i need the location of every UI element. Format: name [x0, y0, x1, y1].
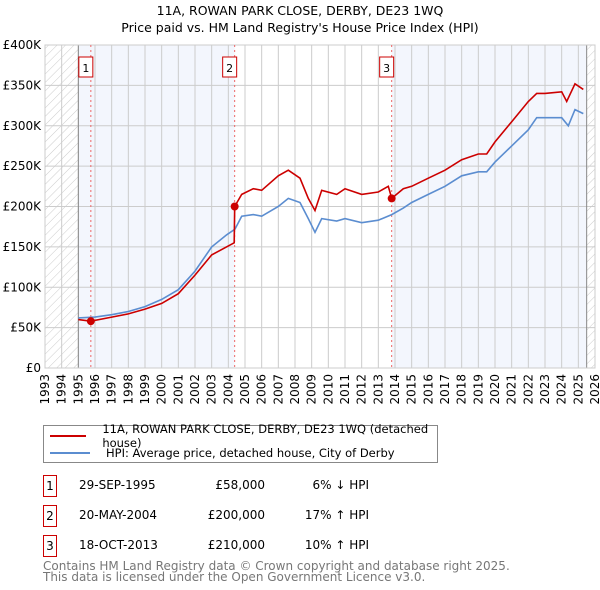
x-tick-label: 2010 [321, 374, 335, 405]
sale-date: 18-OCT-2013 [79, 538, 158, 552]
price-chart: 11A, ROWAN PARK CLOSE, DERBY, DE23 1WQ P… [3, 3, 600, 405]
x-tick-label: 2006 [255, 374, 269, 405]
x-tick-label: 2018 [455, 374, 469, 405]
legend-item-hpi: HPI: Average price, detached house, City… [50, 445, 395, 461]
hpi-line [78, 108, 584, 319]
sale-badge: 2 [43, 505, 57, 527]
y-tick-label: £250K [3, 159, 43, 173]
sale-point [387, 194, 396, 203]
legend-swatch-blue [50, 452, 90, 454]
plot-border [44, 44, 596, 369]
y-tick-label: £100K [3, 280, 43, 294]
chart-title: 11A, ROWAN PARK CLOSE, DERBY, DE23 1WQ [157, 3, 444, 18]
x-tick-label: 2022 [521, 374, 535, 405]
x-tick-label: 1995 [71, 374, 85, 405]
sale-date: 20-MAY-2004 [79, 508, 158, 522]
x-tick-label: 1993 [38, 374, 52, 405]
y-tick-label: £300K [3, 119, 43, 133]
x-tick-label: 2016 [421, 374, 435, 405]
x-tick-label: 2013 [371, 374, 385, 405]
sale-price: £58,000 [215, 478, 265, 492]
x-tick-label: 2000 [155, 374, 169, 405]
y-tick-label: £200K [3, 200, 43, 214]
sale-point [86, 317, 95, 326]
y-tick-label: £400K [3, 38, 43, 52]
x-tick-label: 2026 [588, 374, 600, 405]
footer-licence: This data is licensed under the Open Gov… [43, 570, 426, 584]
y-tick-label: £50K [10, 321, 42, 335]
x-tick-label: 1999 [138, 374, 152, 405]
footer-copyright: Contains HM Land Registry data © Crown c… [43, 559, 510, 573]
x-tick-label: 2014 [388, 374, 402, 405]
sale-hpi: 10% ↑ HPI [304, 538, 369, 552]
x-tick-label: 2020 [488, 374, 502, 405]
x-tick-label: 2008 [288, 374, 302, 405]
x-tick-label: 1998 [121, 374, 135, 405]
sale-badge: 3 [43, 535, 57, 557]
legend-label: HPI: Average price, detached house, City… [106, 446, 395, 460]
x-tick-label: 2015 [405, 374, 419, 405]
x-tick-label: 2025 [571, 374, 585, 405]
x-tick-label: 1994 [55, 374, 69, 405]
x-tick-label: 2001 [171, 374, 185, 405]
sale-label-box [222, 56, 238, 78]
sale-label: 2 [226, 62, 233, 75]
sale-date: 29-SEP-1995 [79, 478, 156, 492]
x-tick-label: 2002 [188, 374, 202, 405]
chart-subtitle: Price paid vs. HM Land Registry's House … [121, 20, 478, 35]
x-tick-label: 2007 [271, 374, 285, 405]
y-tick-label: £350K [3, 78, 43, 92]
x-tick-label: 2023 [538, 374, 552, 405]
x-tick-label: 2012 [355, 374, 369, 405]
legend-swatch-red [50, 435, 87, 437]
sale-price: £210,000 [207, 538, 265, 552]
legend-label: 11A, ROWAN PARK CLOSE, DERBY, DE23 1WQ (… [102, 422, 429, 450]
sale-label-box [78, 56, 94, 78]
sale-price: £200,000 [207, 508, 265, 522]
x-tick-label: 1997 [105, 374, 119, 405]
x-tick-label: 2021 [505, 374, 519, 405]
y-tick-label: £150K [3, 240, 43, 254]
x-tick-label: 2003 [205, 374, 219, 405]
x-tick-label: 2004 [221, 374, 235, 405]
x-tick-label: 2009 [305, 374, 319, 405]
x-tick-label: 2011 [338, 374, 352, 405]
x-tick-label: 2024 [555, 374, 569, 405]
legend: 11A, ROWAN PARK CLOSE, DERBY, DE23 1WQ (… [43, 422, 438, 463]
y-tick-label: £0 [26, 361, 41, 375]
sale-hpi: 17% ↑ HPI [304, 508, 369, 522]
property-price-line [78, 82, 584, 323]
sale-hpi: 6% ↓ HPI [312, 478, 369, 492]
legend-item-property: 11A, ROWAN PARK CLOSE, DERBY, DE23 1WQ (… [50, 422, 437, 450]
x-tick-label: 2019 [471, 374, 485, 405]
sale-label-box [379, 56, 395, 78]
sale-point [230, 202, 239, 211]
x-tick-label: 2005 [238, 374, 252, 405]
sale-badge: 1 [43, 475, 57, 497]
sale-label: 3 [383, 62, 390, 75]
x-tick-label: 2017 [438, 374, 452, 405]
sale-label: 1 [82, 62, 89, 75]
x-tick-label: 1996 [88, 374, 102, 405]
